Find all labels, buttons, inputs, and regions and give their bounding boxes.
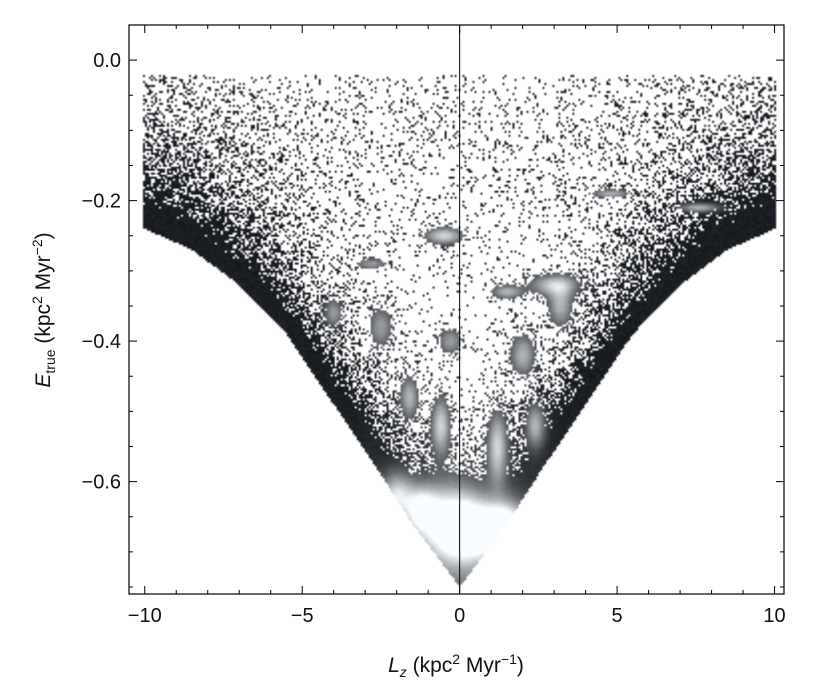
x-tick-label: 0 xyxy=(454,605,465,627)
x-axis-label: Lz (kpc2 Myr−1) xyxy=(388,651,524,680)
x-axis-label-units-pre: (kpc xyxy=(407,654,453,677)
y-axis-ticks: 0.0 −0.2 −0.4 −0.6 xyxy=(82,50,784,588)
plot-area xyxy=(128,24,785,595)
x-axis-label-sup1: 2 xyxy=(452,651,460,667)
x-tick-label: −10 xyxy=(128,605,162,627)
y-axis-label-units-post: ) xyxy=(32,232,55,239)
x-tick-label: −5 xyxy=(291,605,314,627)
y-tick-label: −0.4 xyxy=(82,331,121,353)
density-heatmap xyxy=(129,25,784,594)
y-axis-label-sup2: −2 xyxy=(29,239,45,255)
y-axis-label-symbol: E xyxy=(32,373,55,388)
y-tick-label: −0.2 xyxy=(82,191,121,213)
y-axis-label-sup1: 2 xyxy=(29,296,45,304)
y-axis-label: Etrue (kpc2 Myr−2) xyxy=(29,232,58,387)
y-axis-label-units-mid: Myr xyxy=(32,255,55,296)
x-axis-label-units-post: ) xyxy=(517,654,524,677)
x-axis-label-sup2: −1 xyxy=(501,651,517,667)
x-axis-label-units-mid: Myr xyxy=(460,654,501,677)
x-tick-label: 5 xyxy=(612,605,623,627)
x-axis-label-subscript: z xyxy=(399,664,407,680)
y-tick-label: −0.6 xyxy=(82,472,121,494)
y-tick-label: 0.0 xyxy=(93,50,121,72)
x-axis-ticks: −10 −5 0 5 10 xyxy=(128,25,786,627)
x-axis-label-symbol: L xyxy=(388,654,400,677)
plot-frame xyxy=(128,24,785,595)
x-tick-label: 10 xyxy=(763,605,785,627)
y-axis-label-subscript: true xyxy=(42,349,58,373)
y-axis-label-units-pre: (kpc xyxy=(32,304,55,350)
